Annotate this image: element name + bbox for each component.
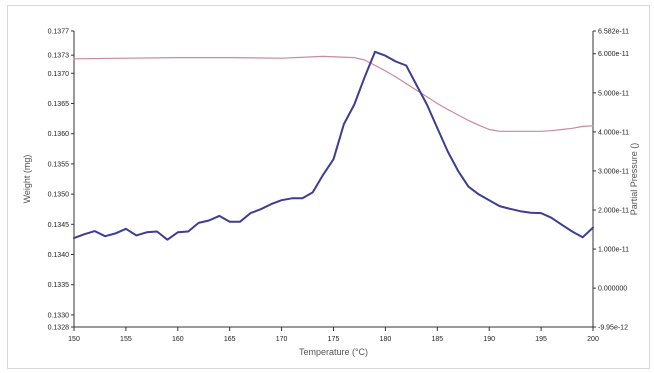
left-y-tick-label: 0.1335	[48, 282, 70, 289]
right-y-tick-label: 0.000000	[598, 286, 627, 293]
x-axis-title: Temperature (°C)	[299, 347, 368, 357]
left-y-tick-label: 0.1377	[48, 29, 70, 36]
left-y-tick-label: 0.1340	[48, 252, 70, 259]
right-y-tick-label: -9.95e-12	[598, 325, 628, 332]
left-y-tick-label: 0.1365	[48, 101, 70, 108]
dual-axis-line-chart: 150 155 160 165 170 175 180 185 190 195 200 0.1377 0…	[22, 29, 639, 358]
right-y-tick-label: 1.000e-11	[598, 247, 629, 254]
right-y-axis-title: Partial Pressure ()	[629, 143, 639, 216]
x-tick-label: 200	[587, 336, 599, 343]
left-y-tick-label: 0.1350	[48, 192, 70, 199]
x-tick-label: 170	[276, 336, 288, 343]
right-y-tick-label: 3.000e-11	[598, 168, 629, 175]
left-y-tick-label: 0.1330	[48, 312, 70, 319]
left-y-tick-label: 0.1328	[48, 325, 70, 332]
x-tick-label: 165	[224, 336, 236, 343]
left-y-tick-label: 0.1373	[48, 53, 70, 60]
x-tick-label: 155	[120, 336, 132, 343]
x-tick-label: 195	[535, 336, 547, 343]
x-tick-label: 160	[172, 336, 184, 343]
axes: 150 155 160 165 170 175 180 185 190 195 200 0.1377 0…	[48, 29, 630, 344]
x-tick-label: 180	[380, 336, 392, 343]
left-y-axis-title: Weight (mg)	[22, 155, 32, 204]
series-layer	[73, 50, 594, 241]
right-y-tick-label: 6.582e-11	[598, 29, 629, 36]
right-y-tick-label: 2.000e-11	[598, 207, 629, 214]
x-tick-label: 175	[328, 336, 340, 343]
left-y-tick-label: 0.1355	[48, 161, 70, 168]
x-tick-label: 185	[431, 336, 443, 343]
right-y-tick-label: 4.000e-11	[598, 129, 629, 136]
right-y-tick-label: 5.000e-11	[598, 90, 629, 97]
x-tick-label: 150	[68, 336, 80, 343]
chart-frame: 150 155 160 165 170 175 180 185 190 195 200 0.1377 0…	[7, 5, 650, 369]
partial-pressure-series-line	[73, 50, 594, 241]
left-y-tick-label: 0.1360	[48, 131, 70, 138]
x-tick-label: 190	[483, 336, 495, 343]
left-y-tick-label: 0.1370	[48, 71, 70, 78]
right-y-tick-label: 6.000e-11	[598, 51, 629, 58]
left-y-tick-label: 0.1345	[48, 222, 70, 229]
weight-series-line	[73, 55, 594, 132]
